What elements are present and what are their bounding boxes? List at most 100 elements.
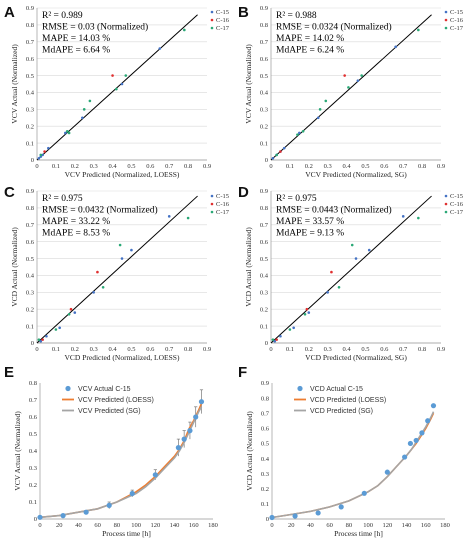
x-tick-label: 0.4 <box>108 163 117 170</box>
y-tick-label: 0.1 <box>260 323 268 330</box>
y-tick-label: 0.3 <box>26 290 34 297</box>
data-point-c-15 <box>401 215 405 218</box>
x-tick-label: 0.4 <box>342 346 351 353</box>
stat-line: RMSE = 0.0324 (Normalized) <box>276 22 392 33</box>
data-point-c-17 <box>324 99 328 103</box>
x-tick-label: 120 <box>382 522 392 529</box>
y-tick-label: 0.2 <box>261 486 269 493</box>
y-tick-label: 0.8 <box>261 395 269 402</box>
y-tick-label: 0.7 <box>26 222 35 229</box>
y-tick-label: 0.9 <box>26 5 34 12</box>
data-point-c-16 <box>343 74 346 77</box>
data-point-c-17 <box>67 131 71 135</box>
data-point-c-15 <box>316 116 320 120</box>
data-point-c-16 <box>43 150 46 153</box>
data-point-c-17 <box>337 285 341 289</box>
legend-marker <box>210 10 214 14</box>
x-tick-label: 0.3 <box>324 163 332 170</box>
stat-line: MAPE = 33.22 % <box>42 217 110 227</box>
y-tick-label: 0 <box>266 516 269 523</box>
y-tick-label: 0.5 <box>260 73 268 80</box>
x-tick-label: 0.7 <box>165 163 174 170</box>
actual-point <box>384 469 390 475</box>
legend-label: C-17 <box>216 25 230 32</box>
y-tick-label: 0.9 <box>26 188 34 195</box>
data-point-c-17 <box>303 312 307 316</box>
fit-line <box>36 14 198 161</box>
x-axis-label: VCV Predicted (Normalized, SG) <box>305 170 407 179</box>
data-point-c-16 <box>69 307 73 311</box>
data-point-c-15 <box>130 248 133 252</box>
stat-line: R² = 0.975 <box>276 194 317 204</box>
x-tick-label: 100 <box>131 522 141 529</box>
data-point-c-17 <box>124 74 128 77</box>
y-tick-label: 0.4 <box>261 456 270 463</box>
data-point-c-15 <box>64 131 67 135</box>
x-tick-label: 0.4 <box>108 346 117 353</box>
y-axis-label: VCD Actual (Normalized) <box>245 411 254 491</box>
data-point-c-17 <box>186 216 190 220</box>
legend-marker <box>210 194 214 198</box>
x-tick-label: 0 <box>270 522 273 529</box>
y-tick-label: 0.2 <box>260 123 268 130</box>
stat-line: MdAPE = 6.24 % <box>276 46 344 56</box>
data-point-c-15 <box>39 340 43 343</box>
x-tick-label: 0.1 <box>286 163 294 170</box>
legend-marker-actual <box>65 385 71 392</box>
x-tick-label: 0.5 <box>361 163 369 170</box>
actual-point <box>187 428 193 434</box>
x-axis-label: VCD Predicted (Normalized, LOESS) <box>65 353 180 362</box>
y-tick-label: 0 <box>34 516 37 523</box>
x-tick-label: 40 <box>307 522 314 529</box>
y-axis-label: VCV Actual (Normalized) <box>13 411 22 491</box>
panel-label-f: F <box>238 364 247 381</box>
actual-point <box>175 445 181 451</box>
scatter-panel-d: 0 0.1 0.2 0.3 0.4 0.5 0.6 0.7 0.8 0.9 0 0.1 0.2 0.3 0.… <box>244 188 464 362</box>
y-tick-label: 0.6 <box>261 426 270 433</box>
panel-label-d: D <box>238 184 249 201</box>
x-tick-label: 0.7 <box>399 346 408 353</box>
y-tick-label: 0.7 <box>26 39 35 46</box>
data-point-c-17 <box>67 312 71 316</box>
y-axis-label: VCV Actual (Normalized) <box>244 44 253 124</box>
stat-line: R² = 0.989 <box>42 11 83 21</box>
actual-point <box>129 490 135 497</box>
actual-point <box>106 502 112 508</box>
actual-point <box>430 403 437 409</box>
data-point-c-15 <box>37 157 41 160</box>
stat-line: R² = 0.988 <box>276 11 317 21</box>
data-point-c-17 <box>318 108 322 111</box>
x-tick-label: 0.3 <box>90 346 98 353</box>
y-tick-label: 0.9 <box>260 188 268 195</box>
y-tick-label: 0.6 <box>26 56 35 63</box>
legend-marker <box>444 202 448 206</box>
y-tick-label: 0.1 <box>261 501 269 508</box>
stat-line: MdAPE = 8.53 % <box>42 229 110 239</box>
y-tick-label: 0.1 <box>29 499 37 506</box>
legend-label: C-15 <box>450 9 463 16</box>
y-tick-label: 0.4 <box>29 448 38 455</box>
legend-marker <box>210 202 214 206</box>
data-point-c-16 <box>279 150 282 153</box>
actual-point <box>292 513 298 519</box>
y-tick-label: 0.7 <box>260 39 269 46</box>
stat-line: RMSE = 0.0432 (Normalized) <box>42 205 158 216</box>
x-tick-label: 0.2 <box>71 346 79 353</box>
actual-point <box>402 454 408 460</box>
stat-line: RMSE = 0.03 (Normalized) <box>42 22 148 33</box>
actual-point <box>198 399 205 405</box>
actual-point <box>419 430 425 436</box>
x-tick-label: 0.8 <box>418 163 426 170</box>
y-tick-label: 0.2 <box>26 123 34 130</box>
data-point-c-15 <box>354 257 358 260</box>
data-point-c-15 <box>73 311 77 314</box>
y-axis-label: VCD Actual (Normalized) <box>10 227 19 307</box>
data-point-c-15 <box>307 311 311 314</box>
legend-label: C-17 <box>450 25 464 32</box>
data-point-c-15 <box>47 146 50 150</box>
y-tick-label: 0.1 <box>26 323 34 330</box>
actual-point <box>181 436 187 442</box>
data-point-c-15 <box>271 157 275 160</box>
x-tick-label: 0.5 <box>127 163 135 170</box>
actual-point <box>407 440 413 447</box>
